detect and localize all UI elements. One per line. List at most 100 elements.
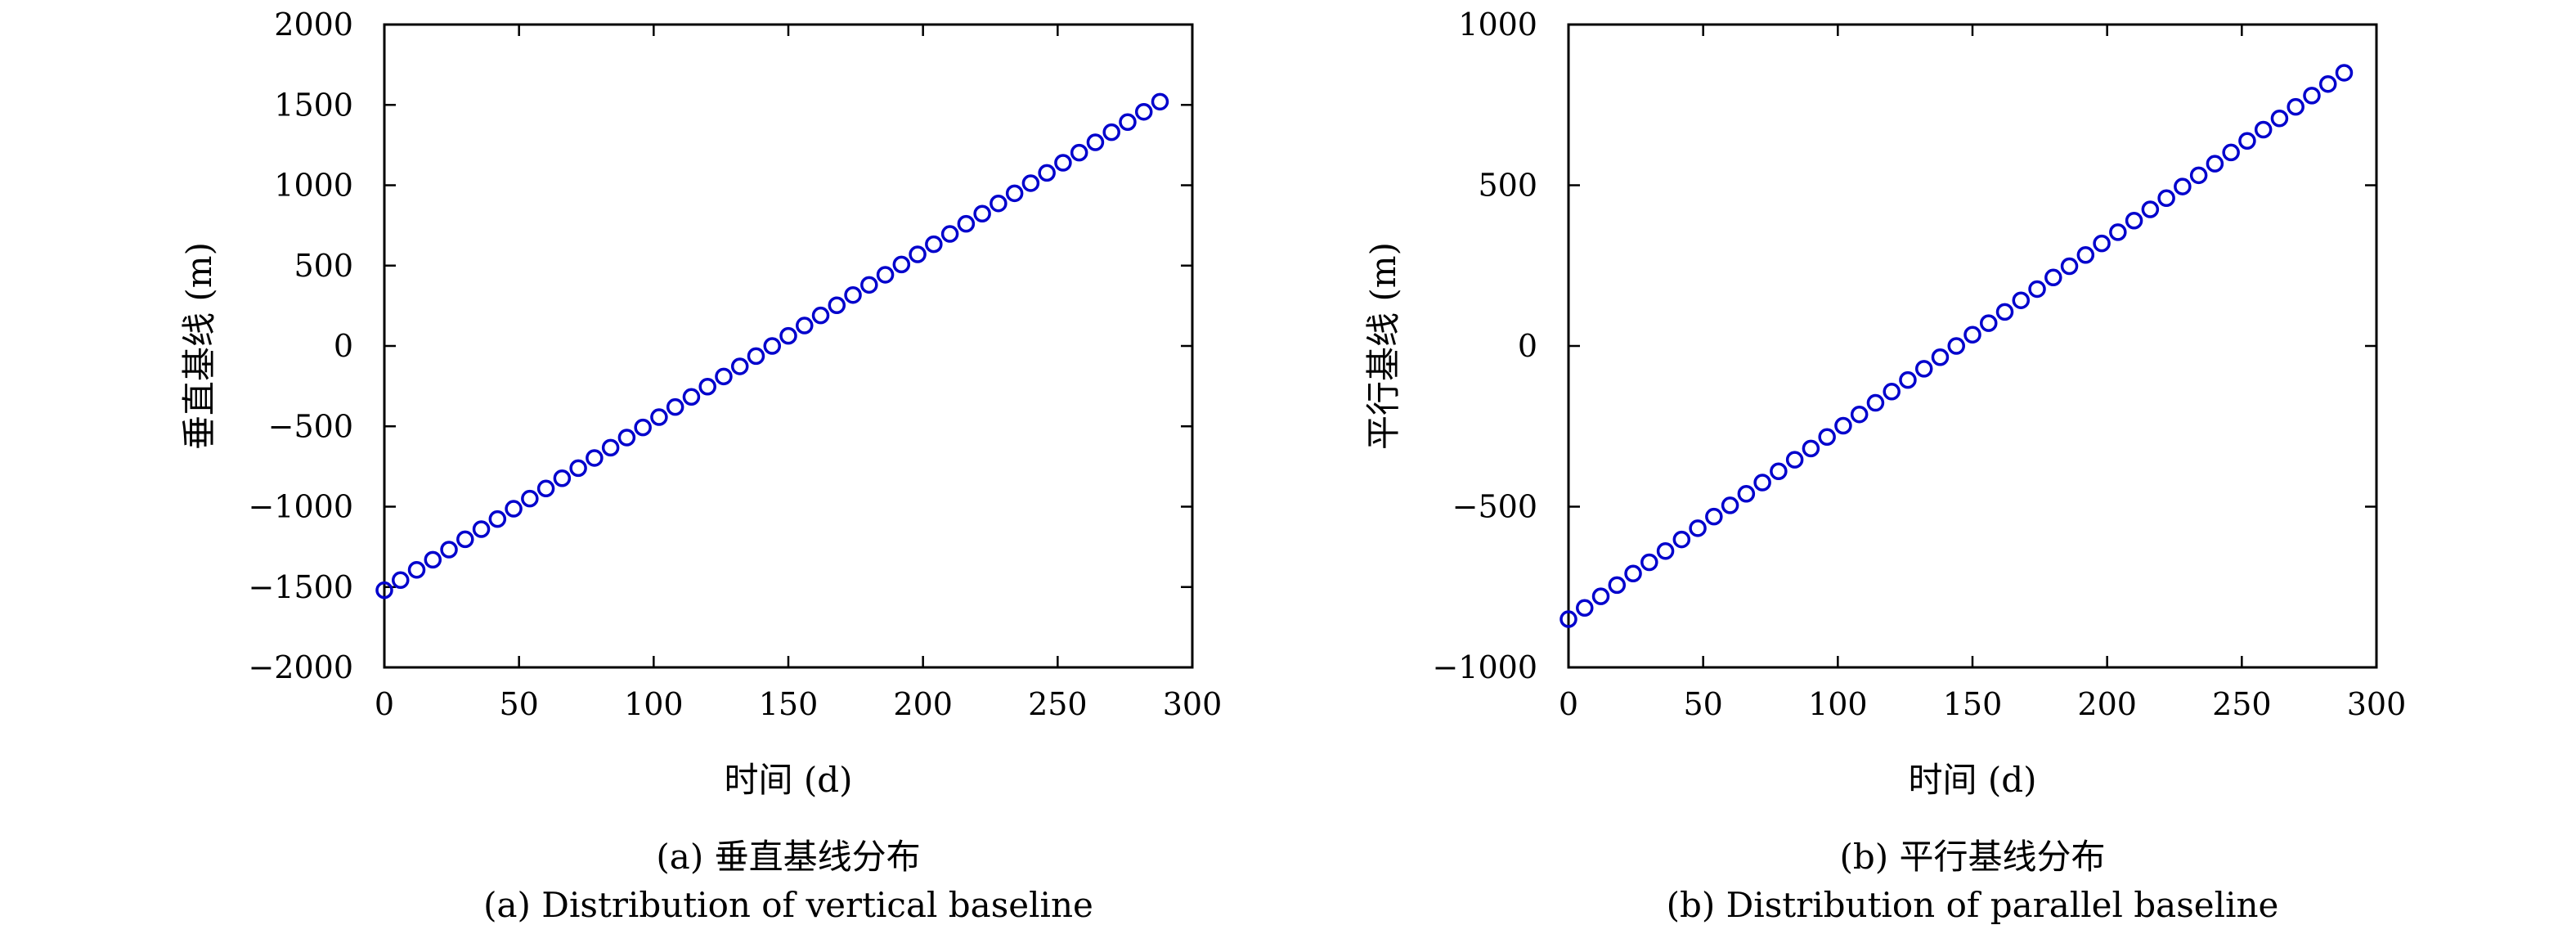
chart-vertical-baseline: 0 50 100 150 200 250 300 −2000 −1500 −1000 −500 0 5… <box>179 7 1222 925</box>
caption-english: (b) Distribution of parallel baseline <box>1667 885 2279 925</box>
data-point <box>1576 599 1594 617</box>
data-point <box>1560 610 1577 628</box>
data-point <box>796 317 814 335</box>
data-point <box>1834 416 1852 435</box>
data-point <box>1591 587 1610 605</box>
data-point <box>779 326 797 345</box>
y-tick-labels: −1000 −500 0 500 1000 <box>1432 7 1537 685</box>
data-point <box>2189 166 2208 185</box>
x-tick-label: 300 <box>1163 686 1223 722</box>
y-axis-label: 垂直基线 (m) <box>179 242 219 450</box>
y-tick-label: −1000 <box>248 489 353 525</box>
data-point <box>1883 383 1901 401</box>
data-point <box>1705 507 1723 526</box>
data-point <box>2222 143 2240 162</box>
data-point <box>811 306 830 325</box>
data-point <box>1134 102 1153 121</box>
x-axis-label: 时间 (d) <box>724 760 852 800</box>
y-tick-label: 0 <box>1518 328 1537 364</box>
y-tick-label: −500 <box>268 408 353 444</box>
data-point <box>1785 451 1804 469</box>
data-point <box>1850 405 1869 424</box>
data-point <box>456 530 474 549</box>
y-axis-label: 平行基线 (m) <box>1363 242 1403 450</box>
data-point <box>730 357 749 375</box>
y-tick-label: 1000 <box>1458 7 1537 43</box>
data-point <box>440 541 458 559</box>
data-point <box>521 489 539 508</box>
data-point <box>2157 189 2175 207</box>
x-tick-labels: 0 50 100 150 200 250 300 <box>375 686 1222 722</box>
data-point <box>2141 200 2160 218</box>
data-point <box>1151 92 1169 111</box>
data-point <box>617 429 636 447</box>
data-point <box>2093 234 2111 253</box>
x-tick-label: 200 <box>2077 686 2137 722</box>
data-point <box>569 459 587 478</box>
data-point <box>2060 257 2079 276</box>
plot-frame <box>383 23 1194 669</box>
x-tick-label: 200 <box>893 686 953 722</box>
x-tick-label: 150 <box>1943 686 2003 722</box>
data-point <box>876 266 895 284</box>
data-point <box>2287 97 2304 116</box>
data-point <box>2109 223 2127 241</box>
data-point <box>2076 246 2095 264</box>
data-point <box>1086 133 1105 151</box>
data-point <box>925 235 943 254</box>
data-point <box>1608 576 1627 595</box>
data-point <box>2335 64 2354 82</box>
data-point <box>666 397 684 416</box>
data-point <box>1899 370 1917 389</box>
data-point <box>2270 110 2289 128</box>
y-tick-label: −2000 <box>248 649 353 685</box>
x-tick-label: 100 <box>624 686 684 722</box>
x-tick-label: 100 <box>1808 686 1868 722</box>
data-point <box>375 581 393 599</box>
data-point <box>505 500 523 518</box>
x-tick-label: 50 <box>1683 686 1722 722</box>
x-tick-label: 250 <box>2212 686 2272 722</box>
data-point <box>715 367 733 386</box>
data-point <box>940 225 959 243</box>
x-tick-label: 0 <box>375 686 394 722</box>
data-point <box>586 449 604 467</box>
data-point <box>1656 541 1675 560</box>
data-point <box>828 296 846 315</box>
data-point <box>1005 184 1024 203</box>
y-tick-label: 0 <box>334 328 353 364</box>
data-point <box>844 285 862 304</box>
data-points <box>375 92 1169 599</box>
data-point <box>634 418 652 437</box>
data-point <box>1672 530 1691 549</box>
data-point <box>1995 303 2014 321</box>
data-point <box>1624 564 1642 582</box>
data-point <box>392 571 410 590</box>
y-tick-label: −1000 <box>1432 649 1537 685</box>
data-point <box>1947 337 1965 355</box>
plot-frame <box>1567 23 2378 669</box>
data-point <box>892 255 911 274</box>
x-tick-label: 0 <box>1559 686 1578 722</box>
data-point <box>424 550 442 569</box>
caption-chinese: (b) 平行基线分布 <box>1839 837 2105 877</box>
data-point <box>2206 155 2224 173</box>
data-point <box>1753 474 1771 492</box>
y-tick-label: 500 <box>294 248 353 284</box>
data-point <box>488 510 507 528</box>
data-point <box>1770 462 1788 481</box>
data-point <box>1021 174 1040 192</box>
data-point <box>1038 164 1056 182</box>
data-point <box>1054 154 1072 172</box>
caption-english: (a) Distribution of vertical baseline <box>483 885 1093 925</box>
data-point <box>860 276 878 294</box>
data-point <box>957 214 976 233</box>
data-point <box>909 245 927 263</box>
data-point <box>1737 485 1756 503</box>
data-point <box>601 438 620 457</box>
data-point <box>2125 211 2143 230</box>
data-point <box>407 560 426 579</box>
y-tick-label: 500 <box>1478 168 1537 204</box>
data-point <box>1866 393 1885 412</box>
